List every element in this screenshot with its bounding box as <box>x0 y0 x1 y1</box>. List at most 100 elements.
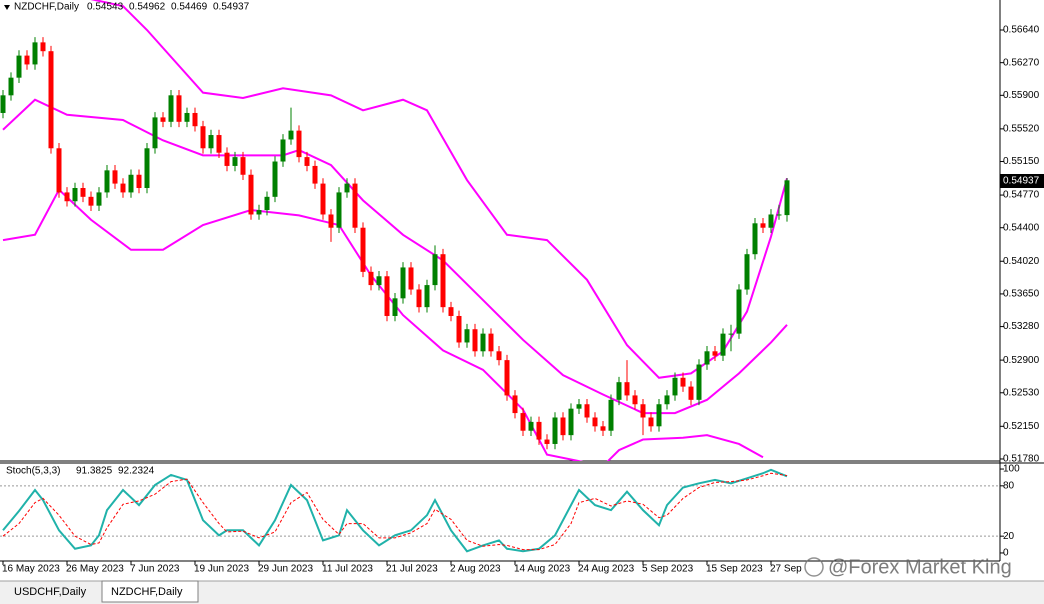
candle-body <box>560 417 566 436</box>
candle-body <box>408 267 414 290</box>
candle-body <box>600 426 606 431</box>
candle-body <box>64 192 70 202</box>
active-tab[interactable] <box>101 580 199 603</box>
candle-body <box>752 223 758 255</box>
candle-body <box>488 333 494 352</box>
candle-body <box>200 126 206 149</box>
candle-body <box>776 214 782 216</box>
candle-body <box>120 183 126 193</box>
candle-body <box>360 227 366 272</box>
candle-body <box>240 157 246 175</box>
candle-body <box>512 395 518 414</box>
candle-body <box>552 417 558 444</box>
candle-body <box>784 180 790 216</box>
candle-body <box>592 417 598 427</box>
candle-body <box>744 254 750 290</box>
candle-body <box>736 289 742 334</box>
y-tick-label: 80 <box>1003 480 1015 491</box>
y-tick-label: 0.52900 <box>1003 355 1040 366</box>
candle-body <box>256 210 262 215</box>
candle-body <box>544 439 550 444</box>
candle-body <box>224 152 230 166</box>
y-tick-label: 0.51780 <box>1003 454 1040 465</box>
candle-body <box>40 42 46 52</box>
candle-body <box>368 271 374 286</box>
x-tick-label: 2 Aug 2023 <box>450 564 501 575</box>
candle-body <box>696 364 702 400</box>
candle-body <box>440 254 446 308</box>
candle-body <box>568 408 574 436</box>
open-price: 0.54543 <box>87 2 124 13</box>
candle-body <box>712 351 718 356</box>
candle-body <box>280 139 286 162</box>
candle-body <box>104 170 110 193</box>
candle-body <box>176 95 182 122</box>
watermark-icon <box>804 557 824 577</box>
y-tick-label: 0.54400 <box>1003 222 1040 233</box>
candle-body <box>680 377 686 387</box>
indicator-line <box>2 472 788 551</box>
candle-body <box>248 174 254 215</box>
candle-body <box>688 386 694 400</box>
candle-body <box>728 333 734 335</box>
y-tick-label: 0.56640 <box>1003 25 1040 36</box>
candle-body <box>168 95 174 122</box>
candle-body <box>80 188 86 197</box>
tab[interactable]: NZDCHF,Daily <box>111 586 183 598</box>
candle-body <box>456 315 462 343</box>
high-price: 0.54962 <box>129 2 166 13</box>
x-tick-label: 14 Aug 2023 <box>514 564 571 575</box>
candle-body <box>720 333 726 356</box>
candle-body <box>272 161 278 197</box>
candle-body <box>448 307 454 316</box>
candle-body <box>432 254 438 286</box>
candle-body <box>632 395 638 405</box>
x-tick-label: 16 May 2023 <box>2 564 60 575</box>
candle-body <box>648 417 654 427</box>
candle-body <box>384 276 390 316</box>
candle-body <box>8 77 14 96</box>
candle-body <box>72 188 78 202</box>
candle-body <box>416 289 422 308</box>
tab[interactable]: USDCHF,Daily <box>14 586 87 598</box>
stoch-signal-value: 92.2324 <box>118 466 155 477</box>
candle-body <box>184 112 190 122</box>
candle-body <box>264 196 270 211</box>
candle-body <box>616 382 622 400</box>
candle-body <box>400 267 406 299</box>
y-tick-label: 0 <box>1003 548 1009 559</box>
x-tick-label: 5 Sep 2023 <box>642 564 694 575</box>
candle-body <box>128 174 134 193</box>
candle-body <box>496 351 502 361</box>
candle-body <box>520 413 526 431</box>
candle-body <box>16 55 22 78</box>
candle-body <box>304 157 310 166</box>
candle-body <box>328 214 334 228</box>
candle-body <box>192 112 198 127</box>
x-tick-label: 21 Jul 2023 <box>386 564 438 575</box>
current-price-label: 0.54937 <box>1003 176 1040 187</box>
candle-body <box>536 421 542 440</box>
candle-body <box>352 183 358 228</box>
y-tick-label: 20 <box>1003 531 1015 542</box>
low-price: 0.54469 <box>171 2 208 13</box>
close-price: 0.54937 <box>213 2 250 13</box>
candle-body <box>768 214 774 228</box>
candle-body <box>24 55 30 65</box>
candle-body <box>320 183 326 215</box>
candle-body <box>640 404 646 418</box>
candle-body <box>464 329 470 343</box>
y-tick-label: 0.52530 <box>1003 387 1040 398</box>
candle-body <box>216 135 222 153</box>
x-tick-label: 26 May 2023 <box>66 564 124 575</box>
y-tick-label: 0.53280 <box>1003 321 1040 332</box>
candle-body <box>112 170 118 184</box>
candle-body <box>624 382 630 396</box>
candle-body <box>472 329 478 352</box>
candle-body <box>392 298 398 316</box>
candle-body <box>504 360 510 396</box>
current-price-box <box>1000 174 1044 188</box>
menu-arrow[interactable] <box>4 5 10 10</box>
tab-bar <box>0 581 1044 604</box>
candle-body <box>0 95 6 113</box>
